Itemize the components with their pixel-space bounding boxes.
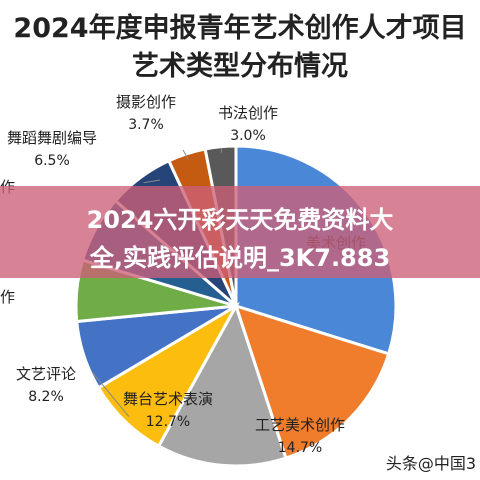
slice-percent-label: 3.7% [128,117,164,133]
slice-percent-label: 8.2% [28,389,64,405]
slice-label: 摄影创作 [116,93,176,111]
overlay-text-line-2: 全,实践评估说明_3K7.883 [89,244,391,272]
leader-line [143,179,161,184]
slice-percent-label: 6.5% [34,153,70,169]
cropped-slice-label: 作 [0,288,15,306]
leader-line [182,149,189,160]
slice-percent-label: 14.7% [278,440,322,456]
leader-line [220,147,223,153]
slice-label: 工艺美术创作 [255,416,345,434]
slice-label: 书法创作 [218,104,278,122]
slice-label: 文艺评论 [16,365,76,383]
leader-line [91,371,130,417]
overlay-banner [0,186,480,278]
slice-label: 舞台艺术表演 [123,390,213,408]
slice-label: 舞蹈舞剧编导 [7,129,97,147]
pie-slice [96,301,240,449]
watermark: 头条@中国3 [385,454,476,473]
chart-title-line-2: 艺术类型分布情况 [132,51,348,82]
pie-slice [156,302,288,468]
slice-percent-label: 3.0% [230,128,266,144]
chart-title-line-1: 2024年度申报青年艺术创作人才项目 [13,13,467,44]
slice-percent-label: 12.7% [146,414,190,430]
overlay-text-line-1: 2024六开彩天天免费资料大 [86,206,394,234]
